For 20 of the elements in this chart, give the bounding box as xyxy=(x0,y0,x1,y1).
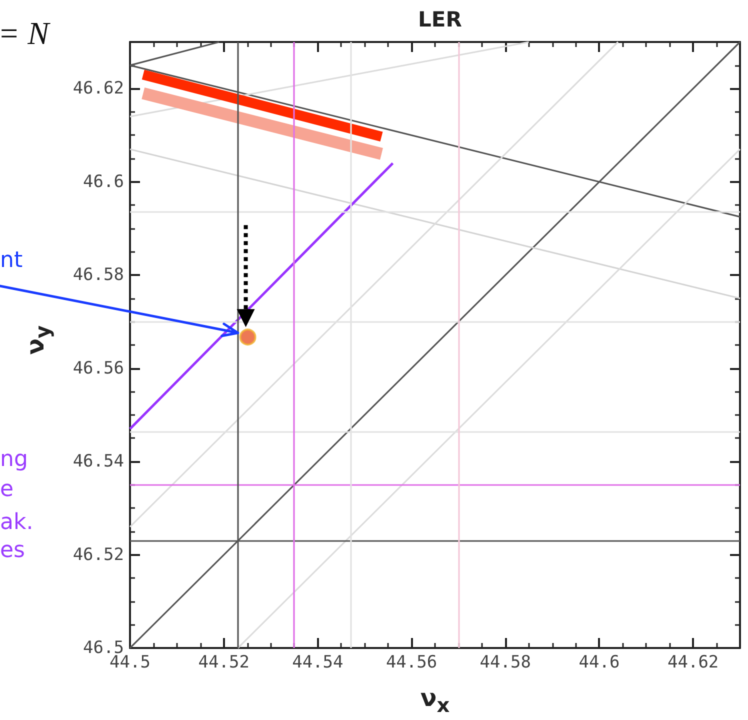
text: ak. xyxy=(0,510,34,536)
chart-title: LER xyxy=(418,8,462,32)
annotation: nt xyxy=(0,248,23,274)
x-tick-label: 44.54 xyxy=(292,652,344,672)
text: = N xyxy=(0,14,49,52)
x-tick-label: 44.56 xyxy=(386,652,438,672)
text: e xyxy=(0,477,14,504)
x-tick-label: 44.52 xyxy=(198,652,250,672)
x-tick-label: 44.6 xyxy=(578,652,620,672)
y-tick-label: 46.56 xyxy=(72,358,124,378)
x-tick-label: 44.58 xyxy=(480,652,531,672)
x-axis-title: ν$_{x}$ xyxy=(420,684,450,717)
y-tick-label: 46.62 xyxy=(72,78,124,99)
x-tick-label: 44.62 xyxy=(667,652,719,672)
text: es xyxy=(0,538,25,564)
text: ng xyxy=(0,447,28,474)
y-tick-label: 46.54 xyxy=(72,452,124,472)
y-tick-label: 46.6 xyxy=(83,172,124,192)
y-tick-label: 46.52 xyxy=(72,544,124,565)
y-tick-label: 46.58 xyxy=(72,265,124,286)
